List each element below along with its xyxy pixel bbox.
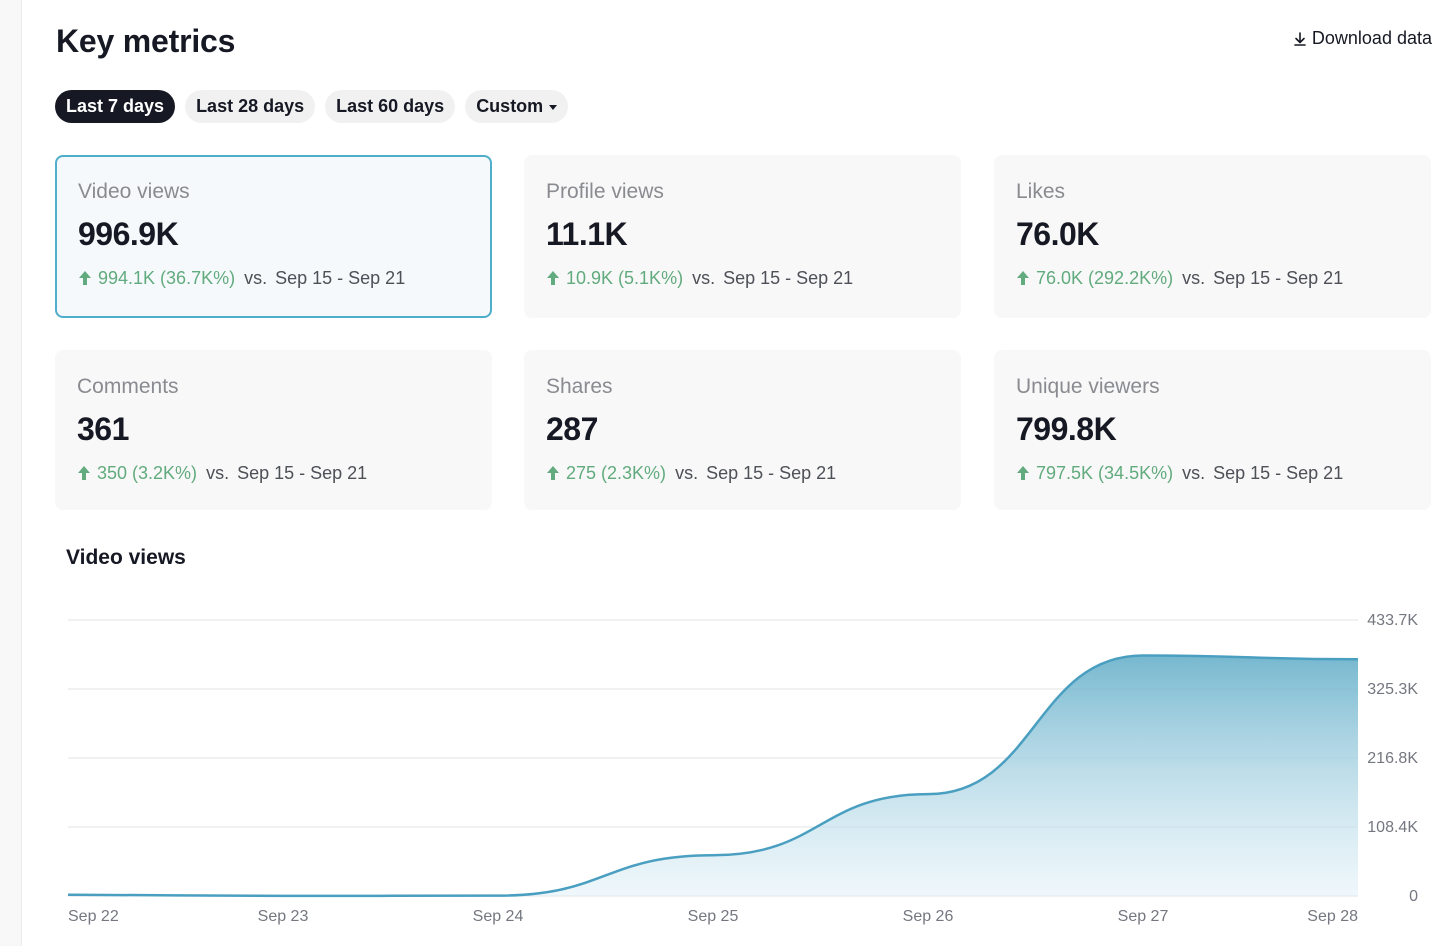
metric-label: Likes (1016, 180, 1066, 203)
metric-value: 76.0K (1016, 216, 1099, 252)
delta-vs: vs. (675, 463, 699, 483)
arrow-up-icon (1017, 466, 1029, 480)
y-axis-ticks: 0 108.4K 216.8K 325.3K 433.7K (1367, 612, 1418, 905)
metric-delta: 350 (3.2K%) vs. Sep 15 - Sep 21 (77, 461, 470, 485)
metric-delta: 10.9K (5.1K%) vs. Sep 15 - Sep 21 (546, 266, 939, 290)
metric-delta: 76.0K (292.2K%) vs. Sep 15 - Sep 21 (1016, 266, 1409, 290)
delta-range: Sep 15 - Sep 21 (706, 463, 837, 483)
header: Key metrics Download data (56, 22, 1432, 62)
metric-card-comments[interactable]: Comments 361 350 (3.2K%) vs. Sep 15 - Se… (55, 350, 492, 510)
delta-change: 797.5K (34.5K%) (1016, 461, 1173, 485)
tab-label: Custom (476, 96, 544, 116)
delta-vs: vs. (1182, 463, 1206, 483)
tab-last-7-days[interactable]: Last 7 days (55, 90, 176, 123)
delta-value: 76.0K (292.2K%) (1036, 268, 1174, 288)
download-data-label: Download data (1311, 28, 1432, 48)
metric-value: 799.8K (1016, 411, 1117, 447)
y-tick-label: 0 (1409, 888, 1418, 905)
delta-change: 275 (2.3K%) (546, 461, 666, 485)
x-tick-label: Sep 22 (68, 908, 119, 925)
tab-last-60-days[interactable]: Last 60 days (325, 90, 456, 123)
delta-change: 10.9K (5.1K%) (546, 266, 683, 290)
delta-vs: vs. (1182, 268, 1206, 288)
arrow-up-icon (1017, 271, 1029, 285)
metric-delta: 275 (2.3K%) vs. Sep 15 - Sep 21 (546, 461, 939, 485)
area-layer (67, 654, 1359, 898)
metric-value: 996.9K (78, 216, 179, 252)
delta-change: 76.0K (292.2K%) (1016, 266, 1173, 290)
delta-range: Sep 15 - Sep 21 (275, 268, 406, 288)
x-tick-label: Sep 23 (258, 908, 309, 925)
delta-range: Sep 15 - Sep 21 (237, 463, 368, 483)
series-line (67, 654, 1359, 898)
metric-label: Comments (77, 375, 179, 398)
delta-vs: vs. (244, 268, 268, 288)
delta-value: 10.9K (5.1K%) (566, 268, 684, 288)
metric-value: 361 (77, 411, 129, 447)
metric-delta: 797.5K (34.5K%) vs. Sep 15 - Sep 21 (1016, 461, 1409, 485)
metric-card-video-views[interactable]: Video views 996.9K 994.1K (36.7K%) vs. S… (55, 155, 492, 318)
delta-value: 275 (2.3K%) (566, 463, 667, 483)
chart-title: Video views (66, 546, 186, 569)
date-range-tabs: Last 7 days Last 28 days Last 60 days Cu… (55, 90, 569, 123)
delta-vs: vs. (206, 463, 230, 483)
x-tick-label: Sep 26 (903, 908, 954, 925)
tab-label: Last 28 days (196, 96, 305, 116)
delta-change: 994.1K (36.7K%) (78, 266, 235, 290)
delta-range: Sep 15 - Sep 21 (1213, 268, 1344, 288)
left-rail (0, 0, 22, 946)
arrow-up-icon (547, 466, 559, 480)
arrow-up-icon (547, 271, 559, 285)
x-tick-label: Sep 27 (1118, 908, 1169, 925)
delta-change: 350 (3.2K%) (77, 461, 197, 485)
arrow-up-icon (79, 271, 91, 285)
metric-delta: 994.1K (36.7K%) vs. Sep 15 - Sep 21 (78, 266, 470, 290)
x-axis-ticks: Sep 22 Sep 23 Sep 24 Sep 25 Sep 26 Sep 27 Sep … (68, 908, 1358, 925)
y-tick-label: 433.7K (1367, 612, 1418, 629)
metric-label: Profile views (546, 180, 664, 203)
tab-label: Last 60 days (336, 96, 445, 116)
metric-value: 287 (546, 411, 598, 447)
delta-value: 994.1K (36.7K%) (98, 268, 236, 288)
delta-range: Sep 15 - Sep 21 (1213, 463, 1344, 483)
download-icon (1294, 31, 1306, 46)
metric-label: Shares (546, 375, 613, 398)
tab-custom[interactable]: Custom (465, 90, 569, 123)
video-views-chart: 0 108.4K 216.8K 325.3K 433.7K Sep 22 Sep 23 Se… (0, 590, 1456, 946)
delta-vs: vs. (692, 268, 716, 288)
y-tick-label: 216.8K (1367, 750, 1418, 767)
metric-card-unique-viewers[interactable]: Unique viewers 799.8K 797.5K (34.5K%) vs… (994, 350, 1431, 510)
metric-label: Video views (78, 180, 190, 203)
metric-label: Unique viewers (1016, 375, 1160, 398)
metric-card-shares[interactable]: Shares 287 275 (2.3K%) vs. Sep 15 - Sep … (524, 350, 961, 510)
y-tick-label: 325.3K (1367, 681, 1418, 698)
area-fill (68, 655, 1358, 896)
x-tick-label: Sep 25 (688, 908, 739, 925)
caret-down-icon (549, 105, 558, 110)
metric-card-profile-views[interactable]: Profile views 11.1K 10.9K (5.1K%) vs. Se… (524, 155, 961, 318)
metric-value: 11.1K (546, 216, 628, 252)
metric-cards: Video views 996.9K 994.1K (36.7K%) vs. S… (55, 155, 1431, 511)
delta-value: 350 (3.2K%) (97, 463, 198, 483)
metric-card-likes[interactable]: Likes 76.0K 76.0K (292.2K%) vs. Sep 15 -… (994, 155, 1431, 318)
arrow-up-icon (78, 466, 90, 480)
x-tick-label: Sep 24 (473, 908, 524, 925)
tab-last-28-days[interactable]: Last 28 days (185, 90, 316, 123)
y-tick-label: 108.4K (1367, 819, 1418, 836)
delta-value: 797.5K (34.5K%) (1036, 463, 1174, 483)
delta-range: Sep 15 - Sep 21 (723, 268, 854, 288)
download-data-button[interactable]: Download data (1292, 28, 1432, 49)
page-title: Key metrics (56, 23, 236, 59)
tab-label: Last 7 days (66, 96, 165, 116)
x-tick-label: Sep 28 (1307, 908, 1358, 925)
